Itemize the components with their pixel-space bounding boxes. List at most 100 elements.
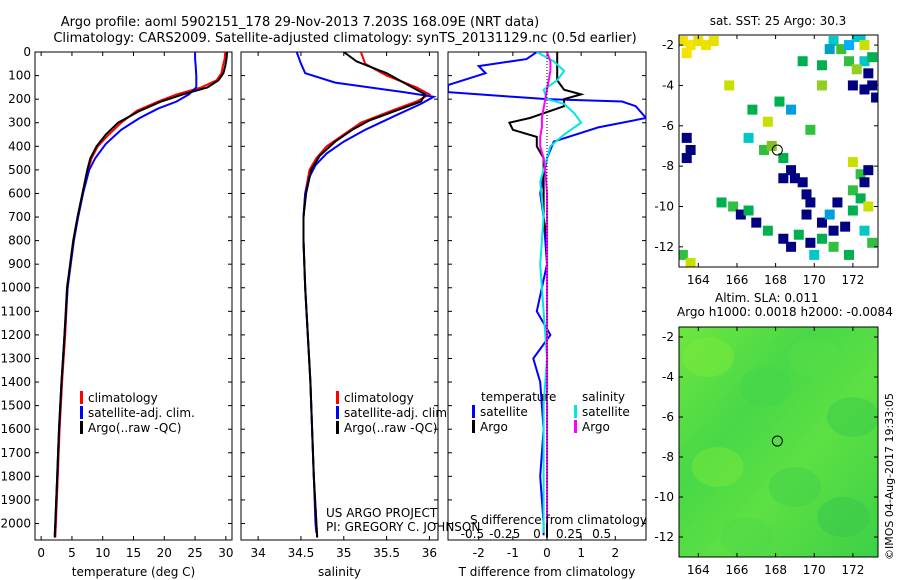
sst-cell	[828, 241, 839, 252]
temperature-ytick-label: 2000	[0, 516, 31, 530]
difference-panel: -2 -1 0 1 2 T difference from climatology -0.5…	[447, 51, 647, 579]
sst_map-xtick-label: 170	[803, 273, 826, 287]
salinity-xtick-label: 36	[422, 546, 437, 560]
sst-cell	[778, 173, 789, 184]
temperature-xlabel: temperature (deg C)	[72, 565, 195, 579]
difference-series-temperature-satellite	[448, 52, 646, 536]
difference-s-label: S difference from climatology	[470, 513, 647, 527]
sst-cell	[789, 173, 800, 184]
sst-cell	[786, 241, 797, 252]
sla-map-panel: 164 166 168 170 172 -2 -4 -6 -8 -10 -12 Altim. SLA:…	[654, 291, 892, 577]
sst-cell	[679, 36, 688, 47]
temperature-ytick-label: 0	[23, 45, 31, 59]
sst-cell	[867, 237, 878, 248]
sst-map-panel: 164 166 168 170 172 -2 -4 -6 -8 -10 -12 sat. SST: 2…	[654, 14, 879, 287]
sst_map-ytick-label: -6	[662, 119, 674, 133]
sst-map-title: sat. SST: 25 Argo: 30.3	[710, 14, 847, 28]
sst-cell	[863, 165, 874, 176]
sst-cell	[751, 217, 762, 228]
legend-label: satellite-adj. clim.	[344, 406, 451, 420]
sst-cell	[735, 209, 746, 220]
sst_map-background	[679, 35, 878, 267]
sst-cell	[844, 249, 855, 260]
sst-cell	[801, 209, 812, 220]
temperature-xtick-label: 25	[187, 546, 202, 560]
sst-cell	[847, 157, 858, 168]
sla_map-cells	[681, 337, 878, 557]
legend-swatch	[80, 406, 83, 419]
sla_map-ytick-label: -4	[662, 370, 674, 384]
sst-cell	[797, 56, 808, 67]
difference-s-tick-label: -0.5	[461, 527, 484, 541]
temperature-series-group	[53, 52, 229, 538]
sst-cell	[851, 64, 862, 75]
temperature-ytick-label: 400	[8, 139, 31, 153]
sla-map-title: Altim. SLA: 0.011	[715, 291, 819, 305]
sst-cell	[859, 84, 870, 95]
temperature-ytick-label: 300	[8, 116, 31, 130]
sst-cell	[844, 56, 855, 67]
sst-cell	[681, 48, 692, 59]
project-credit: US ARGO PROJECT	[326, 506, 438, 520]
pi-credit: PI: GREGORY C. JOHNSON	[326, 520, 480, 534]
sst-cell	[824, 44, 835, 55]
sst-cell	[805, 197, 816, 208]
sst-cell	[847, 185, 858, 196]
legend-swatch	[472, 420, 475, 433]
sst-cell	[809, 249, 820, 260]
sla-texture	[720, 517, 773, 557]
sst-cell	[859, 56, 870, 67]
difference-s-tick-label: 0	[533, 527, 541, 541]
salinity-xtick-label: 34.5	[288, 546, 315, 560]
sst-cell	[844, 40, 855, 51]
sst_map-ytick-label: -10	[654, 199, 674, 213]
legend-title-temperature: temperature	[481, 390, 556, 404]
sst-cell	[786, 165, 797, 176]
temperature-ytick-label: 1400	[0, 375, 31, 389]
legend-title-salinity: salinity	[582, 390, 625, 404]
sst-cell	[685, 40, 696, 51]
temperature-ytick-label: 1700	[0, 446, 31, 460]
sst-cell	[743, 205, 754, 216]
difference-xlabel: T difference from climatology	[458, 565, 636, 579]
sst-cell	[701, 40, 712, 51]
legend-swatch	[80, 391, 83, 404]
legend-swatch	[574, 420, 577, 433]
salinity-series-argo-raw-qc-	[302, 52, 427, 538]
temperature-ytick-label: 1800	[0, 469, 31, 483]
sla_map-ytick-label: -10	[654, 490, 674, 504]
sst-cell	[786, 104, 797, 115]
sst-cell	[855, 35, 866, 43]
sst-cell	[832, 197, 843, 208]
sst-cell	[759, 144, 770, 155]
sst-cell	[762, 225, 773, 236]
legend-label: satellite	[582, 405, 630, 419]
sst-cell	[828, 225, 839, 236]
sla_map-xtick-label: 164	[687, 563, 710, 577]
sst-cell	[778, 233, 789, 244]
difference-xtick-label: 0	[543, 546, 551, 560]
sst-cell	[766, 140, 777, 151]
difference-series-salinity-satellite	[536, 52, 583, 533]
sla-texture	[681, 337, 734, 377]
sst-cell	[679, 249, 688, 260]
sst-cell	[836, 44, 847, 55]
temperature-series-argo-raw-qc-	[53, 52, 229, 538]
header-line-2: Climatology: CARS2009. Satellite-adjuste…	[53, 31, 636, 46]
sst-cell	[774, 96, 785, 107]
difference-s-tick-label: 0.25	[556, 527, 583, 541]
temperature-panel: 0 5 10 15 20 25 30 temperature (deg C) 0 100 200 30…	[0, 45, 233, 579]
temperature-xtick-label: 0	[37, 546, 45, 560]
imos-credit: ©IMOS 04-Aug-2017 19:33:05	[883, 393, 896, 560]
sla-texture	[691, 447, 744, 487]
salinity-xlabel: salinity	[318, 565, 361, 579]
temperature-ytick-label: 100	[8, 69, 31, 83]
sla_map-frame	[678, 326, 879, 558]
sst-cell	[805, 124, 816, 135]
sst_map-cells	[679, 35, 878, 267]
sst-cell	[685, 144, 696, 155]
sla-texture	[788, 337, 841, 377]
legend-label: Argo(..raw -QC)	[344, 421, 437, 435]
sst_map-ytick-label: -4	[662, 78, 674, 92]
legend-label: satellite-adj. clim.	[88, 406, 195, 420]
